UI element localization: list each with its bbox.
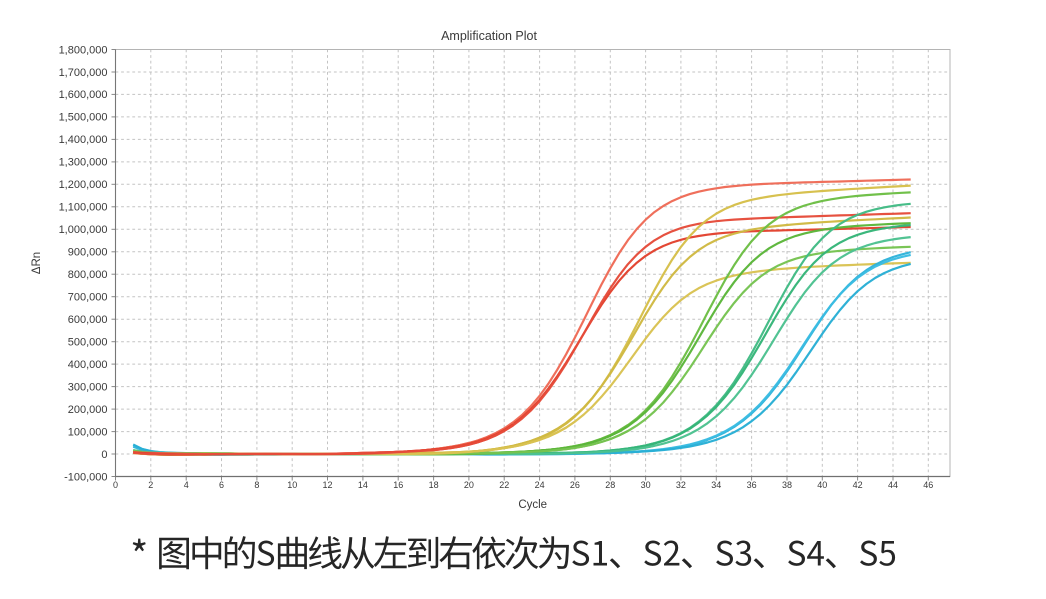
svg-text:24: 24 (535, 480, 545, 490)
svg-text:400,000: 400,000 (68, 359, 108, 371)
svg-text:26: 26 (570, 480, 580, 490)
svg-text:200,000: 200,000 (68, 404, 108, 416)
svg-text:1,100,000: 1,100,000 (59, 202, 108, 214)
svg-text:38: 38 (782, 480, 792, 490)
svg-text:0: 0 (113, 480, 118, 490)
svg-text:1,200,000: 1,200,000 (59, 179, 108, 191)
svg-text:36: 36 (747, 480, 757, 490)
svg-text:34: 34 (711, 480, 721, 490)
svg-text:800,000: 800,000 (68, 269, 108, 281)
svg-text:1,800,000: 1,800,000 (59, 44, 108, 56)
svg-text:1,600,000: 1,600,000 (59, 89, 108, 101)
svg-text:30: 30 (641, 480, 651, 490)
svg-text:44: 44 (888, 480, 898, 490)
svg-text:-100,000: -100,000 (64, 471, 107, 483)
svg-text:ΔRn: ΔRn (31, 252, 43, 274)
svg-text:10: 10 (287, 480, 297, 490)
svg-text:1,700,000: 1,700,000 (59, 67, 108, 79)
svg-text:42: 42 (853, 480, 863, 490)
svg-text:Amplification Plot: Amplification Plot (441, 29, 537, 43)
svg-text:1,500,000: 1,500,000 (59, 112, 108, 124)
svg-text:600,000: 600,000 (68, 314, 108, 326)
svg-text:0: 0 (101, 449, 107, 461)
svg-text:8: 8 (254, 480, 259, 490)
svg-text:1,300,000: 1,300,000 (59, 157, 108, 169)
svg-text:300,000: 300,000 (68, 381, 108, 393)
svg-text:6: 6 (219, 480, 224, 490)
svg-text:20: 20 (464, 480, 474, 490)
svg-text:18: 18 (429, 480, 439, 490)
svg-text:16: 16 (393, 480, 403, 490)
svg-text:14: 14 (358, 480, 368, 490)
svg-text:900,000: 900,000 (68, 247, 108, 259)
svg-text:1,000,000: 1,000,000 (59, 224, 108, 236)
svg-text:32: 32 (676, 480, 686, 490)
svg-text:700,000: 700,000 (68, 292, 108, 304)
svg-text:1,400,000: 1,400,000 (59, 134, 108, 146)
svg-text:28: 28 (605, 480, 615, 490)
svg-text:500,000: 500,000 (68, 337, 108, 349)
svg-text:40: 40 (817, 480, 827, 490)
svg-text:2: 2 (148, 480, 153, 490)
svg-text:46: 46 (923, 480, 933, 490)
svg-text:22: 22 (499, 480, 509, 490)
svg-text:12: 12 (322, 480, 332, 490)
svg-text:Cycle: Cycle (518, 499, 547, 511)
svg-text:4: 4 (184, 480, 189, 490)
svg-text:100,000: 100,000 (68, 426, 108, 438)
